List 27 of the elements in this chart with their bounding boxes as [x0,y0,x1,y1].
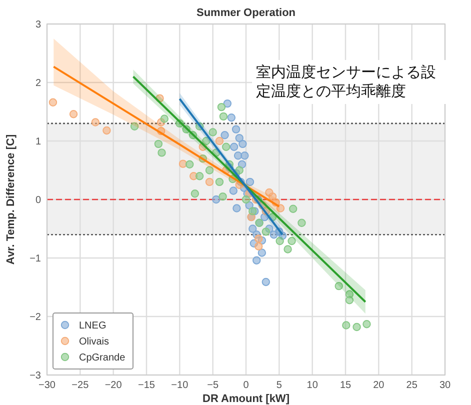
x-tick-label: 15 [340,380,352,391]
x-tick-label: −10 [171,380,189,391]
y-tick-label: 1 [35,136,42,148]
x-tick-label: −25 [72,380,90,391]
y-axis-title: Avr. Temp. Difference [C] [5,134,17,265]
y-tick-label: 2 [35,78,42,89]
x-tick-label: 20 [373,380,385,391]
x-tick-label: −30 [38,380,56,391]
x-axis-title: DR Amount [kW] [202,393,290,405]
y-tick-label: 0 [35,195,42,206]
legend-label: LNEG [79,320,106,332]
y-tick-label: −3 [30,370,42,382]
x-tick-label: 30 [439,380,451,391]
x-tick-label: −20 [104,380,122,391]
y-tick-label: 3 [35,20,42,30]
x-tick-label: 0 [243,380,250,391]
x-tick-label: 5 [276,380,282,391]
x-tick-label: 25 [406,380,418,391]
x-tick-label: −15 [138,380,156,391]
annotation: 室内温度センサーによる設定温度との平均乖離度 [252,60,450,104]
legend-label: Olivais [79,336,110,348]
x-tick-label: −5 [207,380,219,391]
x-tick-label: 10 [306,380,318,391]
y-tick-label: −1 [30,254,42,264]
legend-label: CpGrande [79,352,126,364]
y-tick-label: −2 [30,312,42,323]
chart-title: Summer Operation [196,7,296,19]
